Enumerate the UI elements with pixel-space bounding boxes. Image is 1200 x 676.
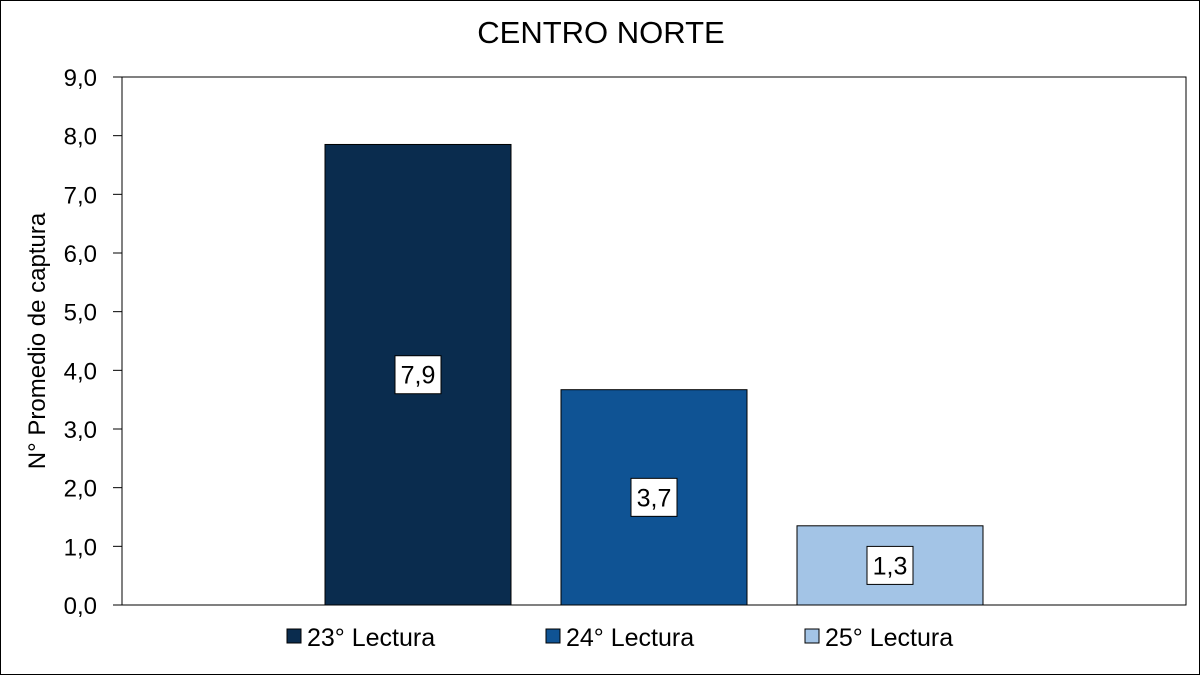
data-label: 3,7 bbox=[637, 484, 672, 512]
data-label: 7,9 bbox=[401, 362, 436, 390]
legend-label-3: 25° Lectura bbox=[825, 624, 953, 652]
y-tick-label: 3,0 bbox=[64, 417, 97, 444]
legend-label-1: 23° Lectura bbox=[307, 624, 435, 652]
y-tick-label: 2,0 bbox=[64, 476, 97, 503]
data-label-box bbox=[630, 477, 678, 517]
y-axis: 0,0 1,0 2,0 3,0 4,0 5,0 6,0 7,0 8,0 9,0 bbox=[64, 65, 122, 620]
y-tick-label: 1,0 bbox=[64, 534, 97, 561]
y-tick-label: 7,0 bbox=[64, 182, 97, 209]
data-label-box bbox=[394, 355, 442, 395]
data-label: 1,3 bbox=[873, 552, 908, 580]
legend: 23° Lectura 24° Lectura 25° Lectura bbox=[286, 624, 953, 652]
y-tick-label: 0,0 bbox=[64, 593, 97, 620]
chart-title: CENTRO NORTE bbox=[477, 15, 724, 50]
legend-swatch-1 bbox=[286, 628, 302, 644]
y-axis-title: N° Promedio de captura bbox=[24, 212, 51, 469]
legend-swatch-3 bbox=[804, 628, 820, 644]
y-tick-label: 6,0 bbox=[64, 241, 97, 268]
y-tick-label: 9,0 bbox=[64, 65, 97, 92]
legend-label-2: 24° Lectura bbox=[566, 624, 694, 652]
y-tick-label: 5,0 bbox=[64, 300, 97, 327]
legend-swatch-2 bbox=[545, 628, 561, 644]
data-label-box bbox=[866, 545, 914, 585]
data-labels: 7,9 3,7 1,3 bbox=[394, 355, 914, 585]
y-tick-label: 4,0 bbox=[64, 358, 97, 385]
y-tick-label: 8,0 bbox=[64, 124, 97, 151]
